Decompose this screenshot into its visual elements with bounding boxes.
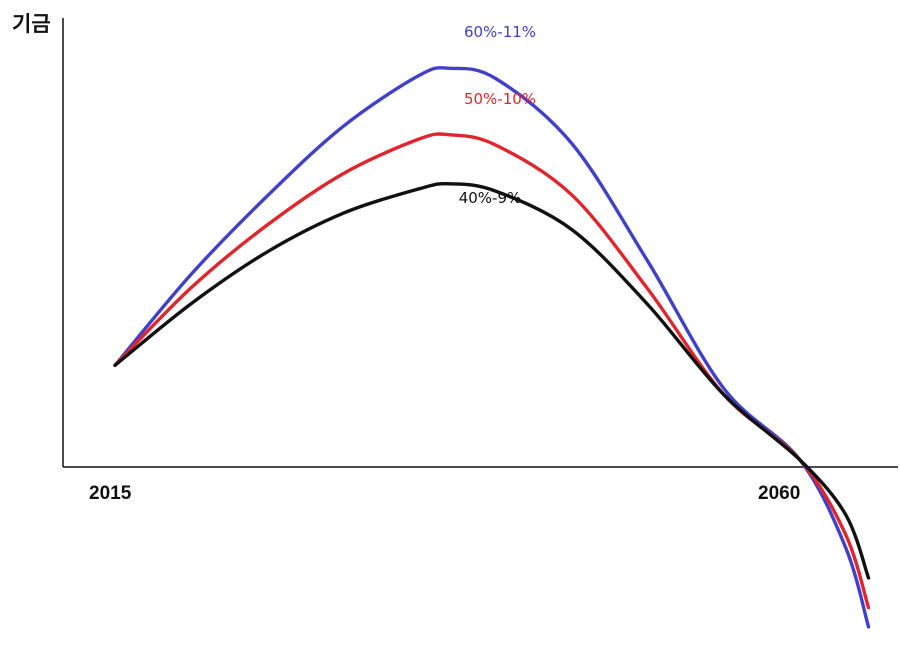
series-label-60-11: 60%-11% [464, 23, 536, 41]
series-label-50-10: 50%-10% [464, 90, 536, 108]
x-tick-label-2060: 2060 [758, 483, 800, 504]
series-line-60-11 [113, 66, 871, 629]
series-layer [113, 66, 871, 629]
y-axis-label: 기금 [12, 12, 51, 36]
x-tick-label-2015: 2015 [89, 483, 132, 504]
series-label-40-9: 40%-9% [459, 189, 522, 207]
series-line-40-9 [113, 181, 871, 580]
